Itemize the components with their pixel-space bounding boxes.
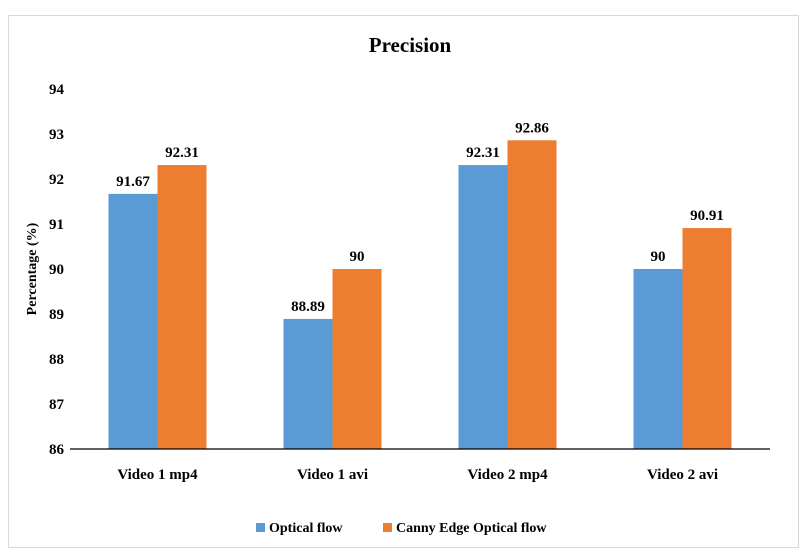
legend: Optical flow Canny Edge Optical flow: [256, 521, 547, 536]
data-label: 92.86: [515, 120, 549, 136]
bar-canny-edge-optical-flow: [157, 165, 207, 450]
data-label: 90.91: [690, 208, 724, 224]
data-labels-group: 91.67 92.31 88.89 90 92.31 92.86 90 90.91: [116, 120, 724, 315]
y-tick-label: 94: [49, 82, 65, 98]
y-tick-label: 92: [49, 172, 64, 188]
bar-optical-flow: [108, 193, 158, 449]
x-category-label: Video 2 mp4: [467, 467, 548, 483]
data-label: 88.89: [291, 299, 325, 315]
bars-group: [108, 140, 732, 450]
y-axis-ticks: 86 87 88 89 90 91 92 93 94: [49, 82, 65, 458]
data-label: 91.67: [116, 174, 150, 190]
bar-optical-flow: [458, 165, 508, 450]
y-tick-label: 87: [49, 397, 65, 413]
y-tick-label: 90: [49, 262, 64, 278]
y-tick-label: 88: [49, 352, 64, 368]
legend-swatch: [256, 523, 265, 532]
x-category-label: Video 1 avi: [297, 467, 368, 483]
data-label: 92.31: [165, 145, 199, 161]
y-tick-label: 91: [49, 217, 64, 233]
y-tick-label: 89: [49, 307, 64, 323]
chart-title: Precision: [369, 33, 452, 57]
legend-swatch: [383, 523, 392, 532]
legend-label: Canny Edge Optical flow: [396, 521, 547, 536]
y-axis-label: Percentage (%): [25, 222, 40, 315]
data-label: 92.31: [466, 145, 500, 161]
x-axis-categories: Video 1 mp4 Video 1 avi Video 2 mp4 Video 2…: [117, 467, 718, 483]
data-label: 90: [651, 249, 666, 265]
bar-canny-edge-optical-flow: [507, 140, 557, 450]
bar-canny-edge-optical-flow: [682, 228, 732, 449]
y-tick-label: 93: [49, 127, 64, 143]
x-category-label: Video 2 avi: [647, 467, 718, 483]
bar-optical-flow: [283, 318, 333, 449]
bar-optical-flow: [633, 269, 683, 449]
x-category-label: Video 1 mp4: [117, 467, 198, 483]
y-tick-label: 86: [49, 442, 65, 458]
bar-canny-edge-optical-flow: [332, 269, 382, 449]
data-label: 90: [350, 249, 365, 265]
legend-label: Optical flow: [269, 521, 343, 536]
